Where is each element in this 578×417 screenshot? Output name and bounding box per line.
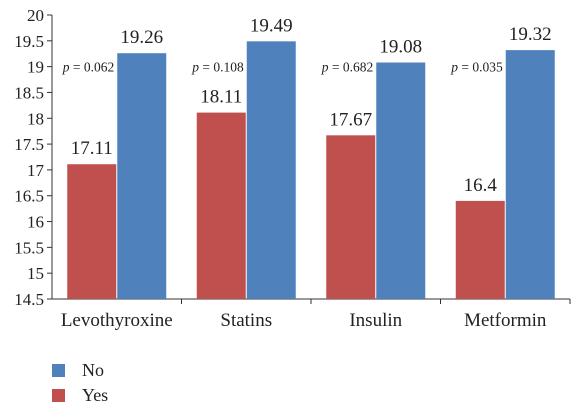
data-label-yes: 17.67: [329, 109, 372, 130]
y-tick-label: 15.5: [14, 238, 44, 257]
bar-yes-insulin: [326, 135, 376, 299]
data-label-no: 19.32: [509, 24, 552, 45]
x-category-label: Insulin: [349, 310, 402, 331]
legend-swatch-no: [52, 364, 65, 377]
y-tick-label: 16: [27, 213, 44, 232]
y-tick-label: 19: [27, 58, 44, 77]
bar-no-metformin: [505, 50, 555, 299]
y-tick-label: 18: [27, 109, 44, 128]
x-category-label: Statins: [220, 310, 272, 331]
p-value-annotation: p = 0.108: [191, 60, 244, 75]
y-tick-label: 16.5: [14, 187, 44, 206]
y-tick-label: 17: [27, 161, 45, 180]
data-label-yes: 16.4: [464, 175, 498, 196]
y-tick-label: 18.5: [14, 83, 44, 102]
data-label-yes: 18.11: [200, 87, 242, 108]
x-category-label: Metformin: [464, 310, 547, 331]
data-label-no: 19.26: [120, 27, 163, 48]
bar-no-statins: [246, 41, 296, 300]
p-value-annotation: p = 0.035: [450, 60, 503, 75]
bar-no-insulin: [376, 62, 426, 299]
bar-yes-metformin: [455, 200, 505, 299]
y-tick-label: 17.5: [14, 135, 44, 154]
y-tick-label: 15: [27, 264, 44, 283]
x-category-label: Levothyroxine: [61, 310, 173, 331]
p-value-annotation: p = 0.062: [62, 60, 115, 75]
bar-yes-levothyroxine: [67, 164, 117, 299]
y-tick-label: 20: [27, 6, 44, 25]
y-tick-label: 19.5: [14, 32, 44, 51]
legend-swatch-yes: [52, 389, 65, 402]
p-value-annotation: p = 0.682: [321, 60, 374, 75]
data-label-no: 19.49: [250, 15, 293, 36]
y-tick-label: 14.5: [14, 290, 44, 309]
legend-label-no: No: [82, 360, 104, 380]
bar-yes-statins: [196, 112, 246, 299]
bar-no-levothyroxine: [117, 53, 167, 300]
data-label-yes: 17.11: [71, 138, 113, 159]
legend-label-yes: Yes: [82, 385, 108, 405]
data-label-no: 19.08: [379, 37, 422, 58]
